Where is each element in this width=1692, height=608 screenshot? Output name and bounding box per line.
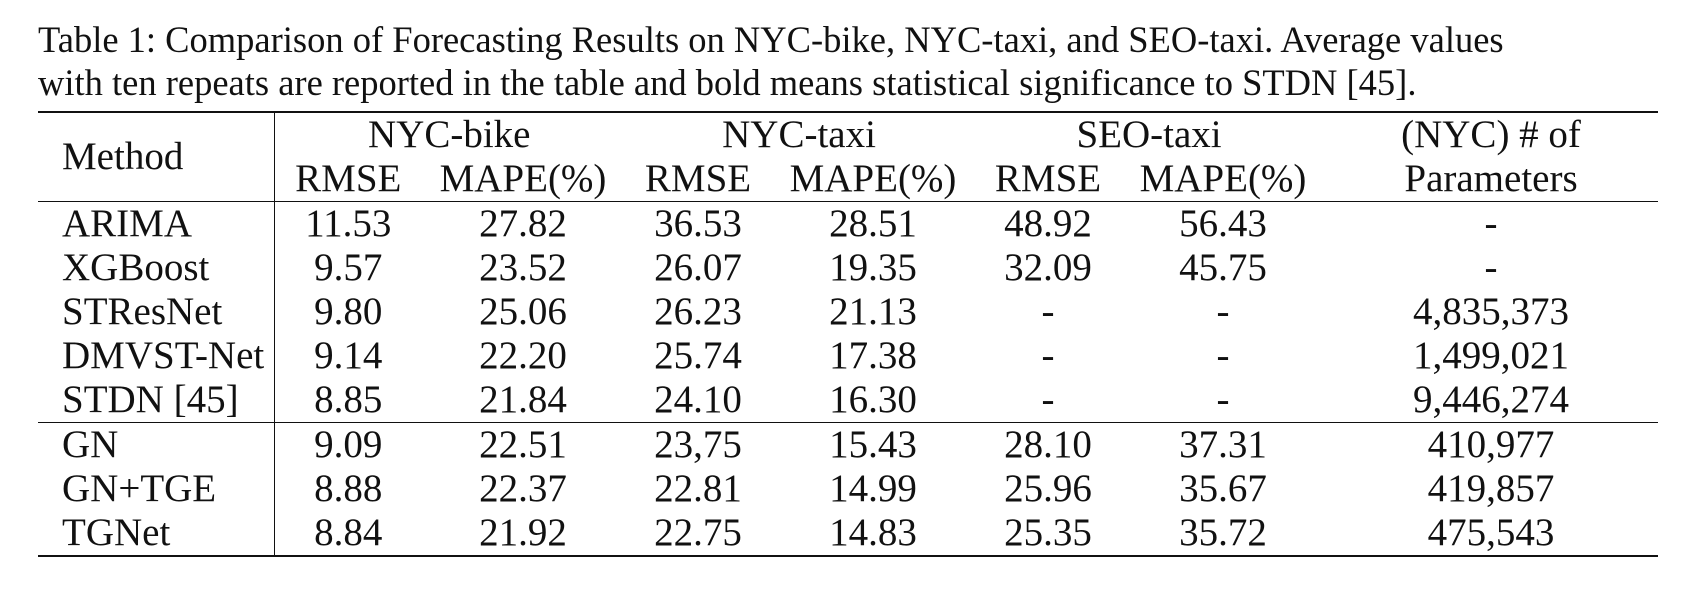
metric-cell: 32.09 [1004, 246, 1092, 289]
param-count-cell: 4,835,373 [1413, 290, 1570, 333]
metric-cell: 48.92 [1004, 202, 1092, 245]
metric-cell: - [1041, 378, 1055, 421]
method-name-cell: XGBoost [38, 246, 275, 290]
metric-cell: 14.99 [829, 467, 917, 510]
group-header-nyc-taxi: NYC-taxi [722, 113, 876, 156]
table-row: ARIMA 11.53 27.82 36.53 28.51 48.92 56.43 - [38, 201, 1658, 246]
subheader-mape: MAPE(%) [1122, 157, 1325, 202]
metric-cell: 35.72 [1179, 511, 1267, 554]
method-name-cell: GN+TGE [38, 467, 275, 511]
param-count-cell: 419,857 [1427, 467, 1555, 510]
table-row: STResNet 9.80 25.06 26.23 21.13 - - 4,835,373 [38, 290, 1658, 334]
metric-cell: 21.13 [829, 290, 917, 333]
metric-cell: 24.10 [654, 378, 742, 421]
metric-cell: 11.53 [305, 202, 392, 245]
subheader-rmse: RMSE [274, 157, 422, 202]
table-row: TGNet 8.84 21.92 22.75 14.83 25.35 35.72 475,54… [38, 511, 1658, 556]
metric-cell: 25.35 [1004, 511, 1092, 554]
group-header-nyc-bike: NYC-bike [368, 113, 531, 156]
table-caption: Table 1: Comparison of Forecasting Resul… [38, 18, 1658, 104]
method-name-cell: TGNet [38, 511, 275, 556]
metric-cell: 16.30 [829, 378, 917, 421]
metric-cell: 22.75 [654, 511, 742, 554]
metric-cell: - [1041, 334, 1055, 377]
metric-cell: 35.67 [1179, 467, 1267, 510]
metric-cell: 9.14 [314, 334, 383, 377]
metric-cell: 23.52 [479, 246, 567, 289]
metric-cell: - [1216, 290, 1230, 333]
metric-cell: 15.43 [772, 422, 975, 467]
metric-cell: 27.82 [479, 202, 567, 245]
method-name-cell: DMVST-Net [38, 334, 275, 378]
metric-cell: 26.07 [654, 246, 742, 289]
metric-cell: 14.83 [829, 511, 917, 554]
metric-cell: 28.10 [974, 422, 1123, 467]
method-name-cell: STResNet [38, 290, 275, 334]
column-header-method: Method [38, 112, 275, 202]
method-name-cell: ARIMA [38, 201, 275, 246]
metric-cell: 22.51 [422, 422, 625, 467]
metric-cell: 28.51 [829, 202, 917, 245]
table-row: GN 9.09 22.51 23,75 15.43 28.10 37.31 410,977 [38, 422, 1659, 467]
caption-line-1: Table 1: Comparison of Forecasting Resul… [38, 19, 1504, 60]
metric-cell: 23,75 [624, 422, 773, 467]
metric-cell: 21.92 [479, 511, 567, 554]
method-name-cell: GN [38, 422, 275, 467]
metric-cell: 19.35 [829, 246, 917, 289]
table-row: GN+TGE 8.88 22.37 22.81 14.99 25.96 35.67 419,8… [38, 467, 1658, 511]
metric-cell: - [1041, 290, 1055, 333]
subheader-rmse: RMSE [624, 157, 773, 202]
metric-cell: 8.88 [314, 467, 383, 510]
metric-cell: 21.84 [479, 378, 567, 421]
metric-cell: 22.81 [654, 467, 742, 510]
subheader-rmse: RMSE [974, 157, 1123, 202]
table-row: XGBoost 9.57 23.52 26.07 19.35 32.09 45.75 - [38, 246, 1658, 290]
metric-cell: - [1216, 378, 1230, 421]
column-header-params-line1: (NYC) # of [1401, 113, 1581, 156]
metric-cell: 56.43 [1179, 202, 1267, 245]
metric-cell: 37.31 [1122, 422, 1325, 467]
table-row: DMVST-Net 9.14 22.20 25.74 17.38 - - 1,499,021 [38, 334, 1658, 378]
subheader-mape: MAPE(%) [772, 157, 975, 202]
metric-cell: 36.53 [654, 202, 742, 245]
param-count-cell: - [1484, 246, 1498, 289]
table-body: ARIMA 11.53 27.82 36.53 28.51 48.92 56.43- XGBo… [38, 201, 1659, 556]
param-count-cell: - [1484, 202, 1498, 245]
metric-cell: 22.37 [479, 467, 567, 510]
metric-cell: 26.23 [654, 290, 742, 333]
metric-cell: 25.96 [1004, 467, 1092, 510]
metric-cell: 9.09 [274, 422, 422, 467]
metric-cell: 45.75 [1179, 246, 1267, 289]
param-count-cell: 9,446,274 [1413, 378, 1570, 421]
metric-cell: 8.84 [314, 511, 383, 554]
metric-cell: 9.57 [314, 246, 383, 289]
caption-line-2: with ten repeats are reported in the tab… [38, 62, 1417, 103]
param-count-cell: 1,499,021 [1413, 334, 1570, 377]
param-count-cell: 475,543 [1427, 511, 1555, 554]
table-row: STDN [45] 8.85 21.84 24.10 16.30 - - 9,446,274 [38, 378, 1658, 423]
metric-cell: 9.80 [314, 290, 383, 333]
results-table: Method NYC-bike NYC-taxi SEO-taxi (NYC) … [38, 111, 1659, 557]
metric-cell: 17.38 [829, 334, 917, 377]
metric-cell: 25.06 [479, 290, 567, 333]
group-header-seo-taxi: SEO-taxi [1076, 113, 1222, 156]
param-count-cell: 410,977 [1324, 422, 1659, 467]
metric-cell: 22.20 [479, 334, 567, 377]
metric-cell: - [1216, 334, 1230, 377]
column-header-params-line2: Parameters [1324, 157, 1659, 202]
method-name-cell: STDN [45] [38, 378, 275, 423]
metric-cell: 8.85 [314, 378, 383, 421]
subheader-mape: MAPE(%) [422, 157, 625, 202]
metric-cell: 25.74 [654, 334, 742, 377]
